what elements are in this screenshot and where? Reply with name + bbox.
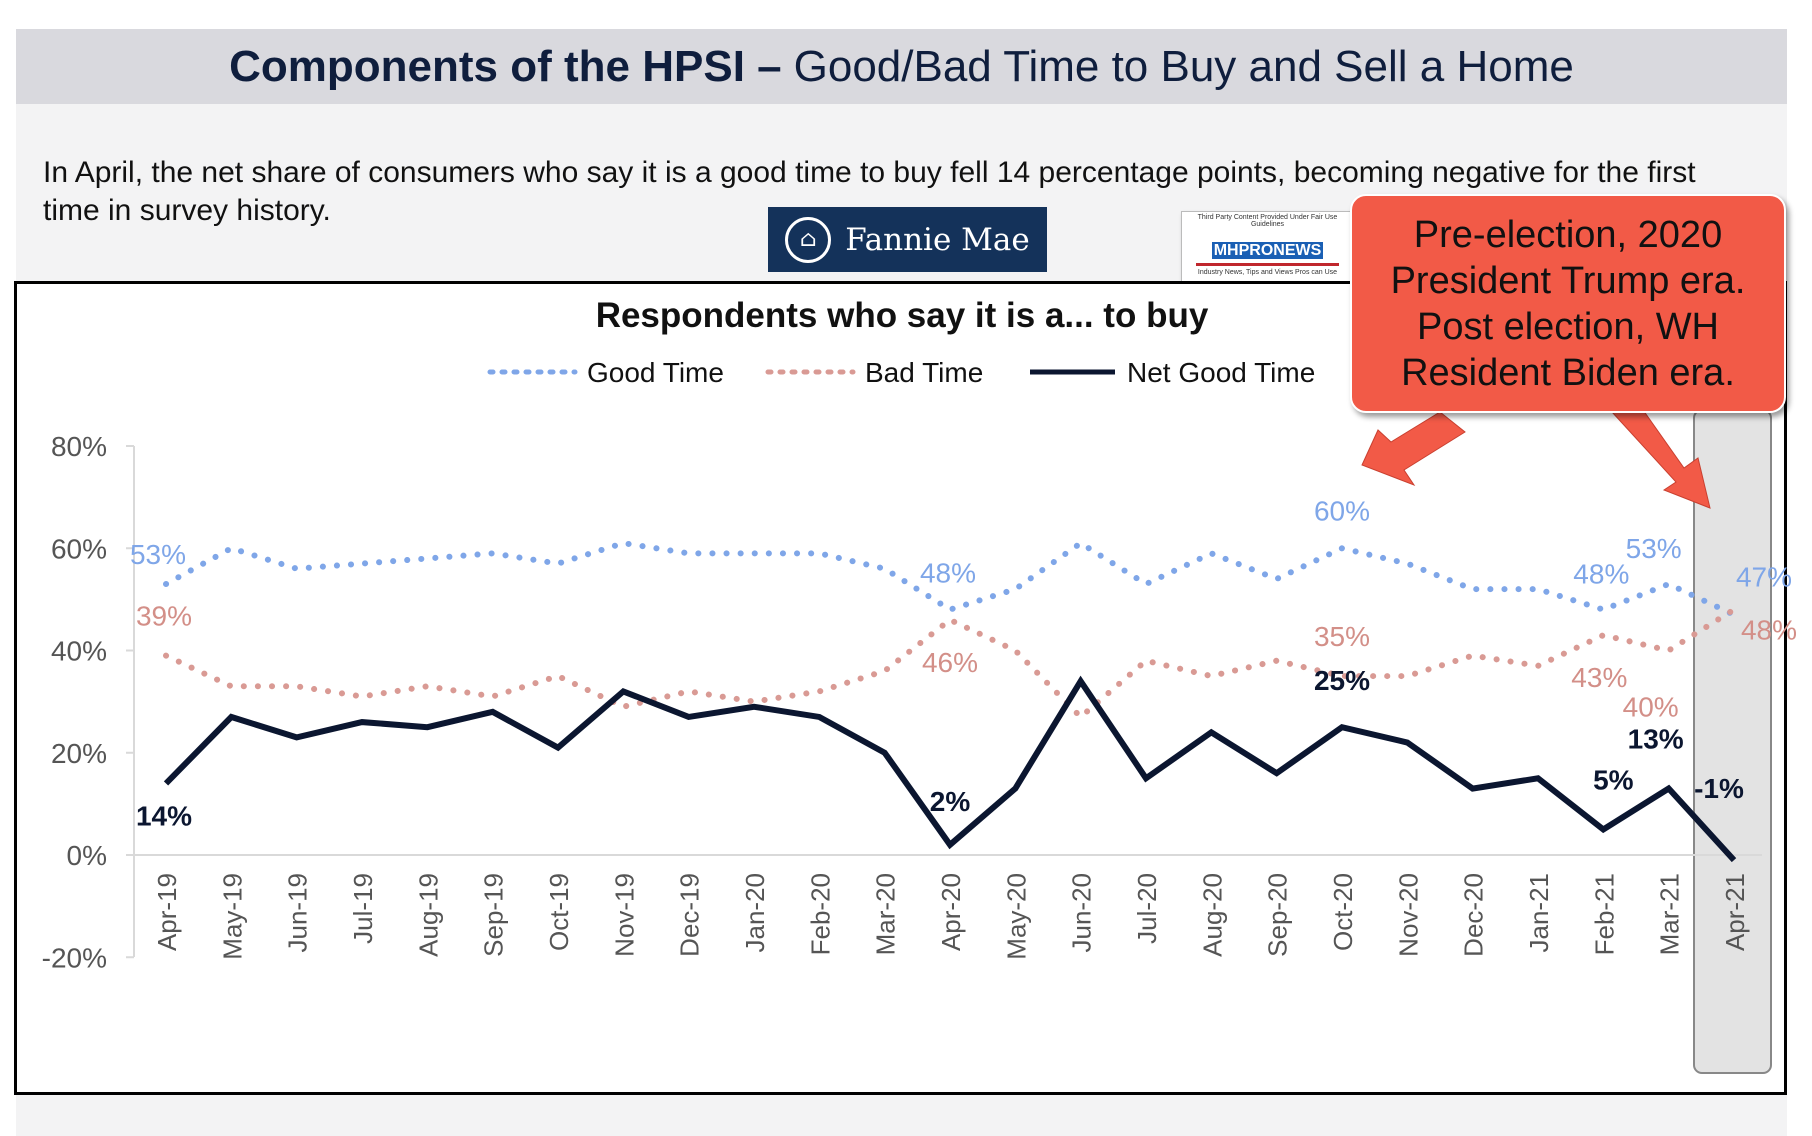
x-tick-label: Oct-20	[1328, 873, 1358, 951]
data-label: 47%	[1736, 562, 1792, 593]
mhpronews-bar	[1196, 263, 1339, 266]
fannie-mae-label: Fannie Mae	[845, 221, 1030, 258]
mhpronews-brand: MHPRONEWS	[1182, 242, 1353, 260]
data-label: 60%	[1314, 495, 1370, 526]
subtitle: In April, the net share of consumers who…	[43, 156, 1696, 227]
x-tick-label: May-19	[217, 873, 247, 960]
legend-label: Bad Time	[865, 357, 983, 388]
data-label: 39%	[136, 601, 192, 632]
title-rest: Good/Bad Time to Buy and Sell a Home	[793, 41, 1574, 91]
page-title: Components of the HPSI – Good/Bad Time t…	[16, 29, 1787, 104]
data-label: 2%	[930, 786, 971, 817]
x-tick-label: Aug-20	[1197, 873, 1227, 957]
x-tick-label: Sep-19	[479, 873, 509, 957]
data-label: 48%	[1741, 615, 1797, 646]
callout-arrow-left-icon	[1361, 411, 1466, 487]
x-tick-label: Apr-21	[1720, 873, 1750, 951]
data-label: 48%	[1573, 559, 1629, 590]
series-net-good-time	[163, 675, 1737, 863]
highlight-box	[1693, 409, 1772, 1074]
x-tick-label: Apr-19	[152, 873, 182, 951]
y-tick-label: -20%	[42, 942, 107, 973]
x-tick-label: Feb-20	[805, 873, 835, 955]
y-tick-label: 0%	[67, 840, 107, 871]
annotation-callout: Pre-election, 2020 President Trump era. …	[1350, 194, 1786, 413]
x-tick-label: Sep-20	[1263, 873, 1293, 957]
data-label: 13%	[1628, 724, 1684, 755]
data-label: -1%	[1694, 773, 1744, 804]
mhpronews-top: Third Party Content Provided Under Fair …	[1197, 214, 1338, 228]
data-label: 40%	[1623, 692, 1679, 723]
y-tick-label: 20%	[51, 738, 107, 769]
x-tick-label: Jul-20	[1132, 873, 1162, 944]
x-tick-label: Nov-20	[1393, 873, 1423, 957]
x-tick-label: Aug-19	[413, 873, 443, 957]
legend-label: Good Time	[587, 357, 724, 388]
callout-line: President Trump era.	[1390, 259, 1746, 302]
x-tick-label: Dec-19	[675, 873, 705, 957]
x-tick-label: Mar-21	[1655, 873, 1685, 955]
x-tick-label: Nov-19	[609, 873, 639, 957]
data-label: 43%	[1571, 662, 1627, 693]
x-tick-label: Jun-20	[1067, 873, 1097, 953]
data-label: 35%	[1314, 621, 1370, 652]
mhpronews-logo: Third Party Content Provided Under Fair …	[1181, 211, 1354, 288]
mhpronews-tag: Industry News, Tips and Views Pros can U…	[1197, 269, 1338, 276]
y-tick-label: 60%	[51, 533, 107, 564]
x-tick-label: Feb-21	[1589, 873, 1619, 955]
legend-label: Net Good Time	[1127, 357, 1315, 388]
x-tick-label: Apr-20	[936, 873, 966, 951]
callout-line: Post election, WH	[1417, 305, 1719, 348]
house-icon: ⌂	[785, 216, 832, 263]
data-label: 53%	[130, 539, 186, 570]
chart-frame	[14, 281, 1787, 1095]
y-tick-label: 40%	[51, 636, 107, 667]
callout-line: Pre-election, 2020	[1413, 213, 1723, 256]
chart-title: Respondents who say it is a... to buy	[596, 296, 1209, 335]
data-label: 14%	[136, 800, 192, 831]
x-tick-label: Dec-20	[1459, 873, 1489, 957]
x-tick-label: Jul-19	[348, 873, 378, 944]
data-label: 25%	[1314, 665, 1370, 696]
fannie-mae-logo: ⌂ Fannie Mae	[768, 207, 1047, 272]
x-tick-label: Jun-19	[283, 873, 313, 953]
x-tick-label: Jan-21	[1524, 873, 1554, 953]
title-bold: Components of the HPSI –	[229, 41, 782, 91]
y-tick-label: 80%	[51, 431, 107, 462]
callout-line: Resident Biden era.	[1401, 351, 1735, 394]
data-label: 46%	[922, 647, 978, 678]
mhpronews-text: MHPRONEWS	[1211, 242, 1324, 259]
x-tick-label: Mar-20	[871, 873, 901, 955]
x-tick-label: Oct-19	[544, 873, 574, 951]
data-label: 53%	[1626, 533, 1682, 564]
data-label: 5%	[1593, 764, 1634, 795]
x-tick-label: May-20	[1001, 873, 1031, 960]
x-tick-label: Jan-20	[740, 873, 770, 953]
data-label: 48%	[920, 558, 976, 589]
